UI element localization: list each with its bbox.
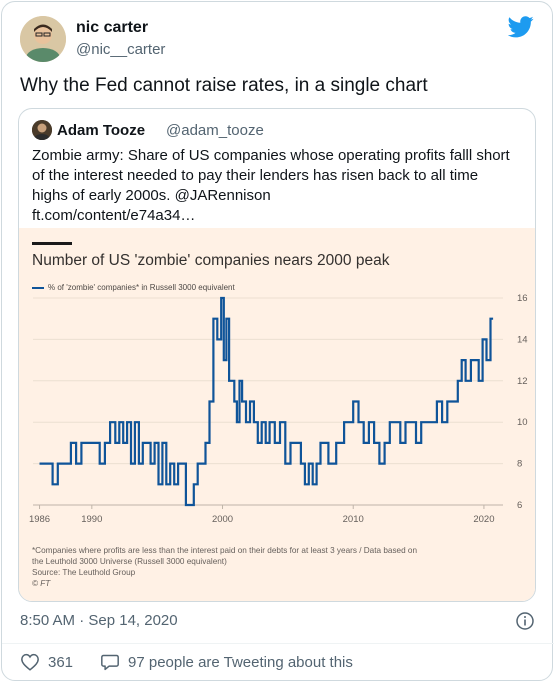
footnote-source: Source: The Leuthold Group: [32, 568, 136, 577]
author-name[interactable]: nic carter: [76, 19, 149, 36]
y-tick-label: 14: [517, 334, 528, 345]
tweet-text: Why the Fed cannot raise rates, in a sin…: [20, 75, 428, 96]
footnote-line: the Leuthold 3000 Universe (Russell 3000…: [32, 557, 227, 566]
x-tick-label: 1986: [29, 514, 50, 525]
ft-title-rule: [32, 242, 72, 245]
quoted-tweet-text: Zombie army: Share of US companies whose…: [32, 146, 527, 226]
y-tick-label: 8: [517, 459, 522, 470]
like-button[interactable]: 361: [20, 653, 73, 671]
quoted-tweet[interactable]: Adam Tooze @adam_tooze Zombie army: Shar…: [18, 108, 536, 602]
legend-swatch: [32, 286, 44, 289]
y-tick-label: 16: [517, 293, 528, 304]
footnote-line: *Companies where profits are less than t…: [32, 546, 418, 555]
quoted-text-line: highs of early 2000s. @JARennison: [32, 187, 271, 204]
x-tick-label: 2020: [473, 514, 494, 525]
reply-bubble-icon: [100, 653, 120, 671]
quoted-avatar[interactable]: [32, 120, 52, 140]
conversation-link[interactable]: 97 people are Tweeting about this: [100, 653, 353, 671]
series-line: [39, 296, 494, 507]
legend-label: % of 'zombie' companies* in Russell 3000…: [48, 283, 235, 292]
zombie-line-chart: 6 8 10 12 14 16 1986 1990 2000 2010 2020: [29, 293, 528, 525]
tweet-timestamp[interactable]: 8:50 AM · Sep 14, 2020: [20, 612, 178, 629]
quoted-text-line: Zombie army: Share of US companies whose…: [32, 147, 510, 164]
heart-icon: [20, 653, 40, 671]
x-tick-label: 2000: [212, 514, 233, 525]
like-count: 361: [48, 653, 74, 671]
quoted-author-name[interactable]: Adam Tooze: [57, 122, 146, 139]
footnote-copyright: © FT: [32, 579, 51, 588]
chart-footnote: *Companies where profits are less than t…: [32, 545, 502, 589]
x-tick-label: 2010: [343, 514, 364, 525]
conversation-text: 97 people are Tweeting about this: [128, 653, 353, 671]
y-tick-label: 12: [517, 376, 528, 387]
chart-legend: % of 'zombie' companies* in Russell 3000…: [32, 283, 235, 292]
y-tick-label: 10: [517, 417, 528, 428]
ft-chart-image[interactable]: Number of US 'zombie' companies nears 20…: [19, 228, 535, 601]
twitter-bird-icon[interactable]: [507, 16, 534, 38]
quoted-author-handle[interactable]: @adam_tooze: [166, 122, 264, 139]
footer-divider: [2, 643, 554, 644]
info-icon[interactable]: [516, 612, 534, 630]
quoted-text-line: of the interest needed to pay their lend…: [32, 167, 479, 184]
author-handle[interactable]: @nic__carter: [76, 41, 166, 58]
avatar[interactable]: [20, 16, 66, 62]
chart-title: Number of US 'zombie' companies nears 20…: [32, 252, 390, 269]
x-tick-label: 1990: [81, 514, 102, 525]
y-tick-label: 6: [517, 500, 522, 511]
quoted-link[interactable]: ft.com/content/e74a34…: [32, 207, 196, 224]
